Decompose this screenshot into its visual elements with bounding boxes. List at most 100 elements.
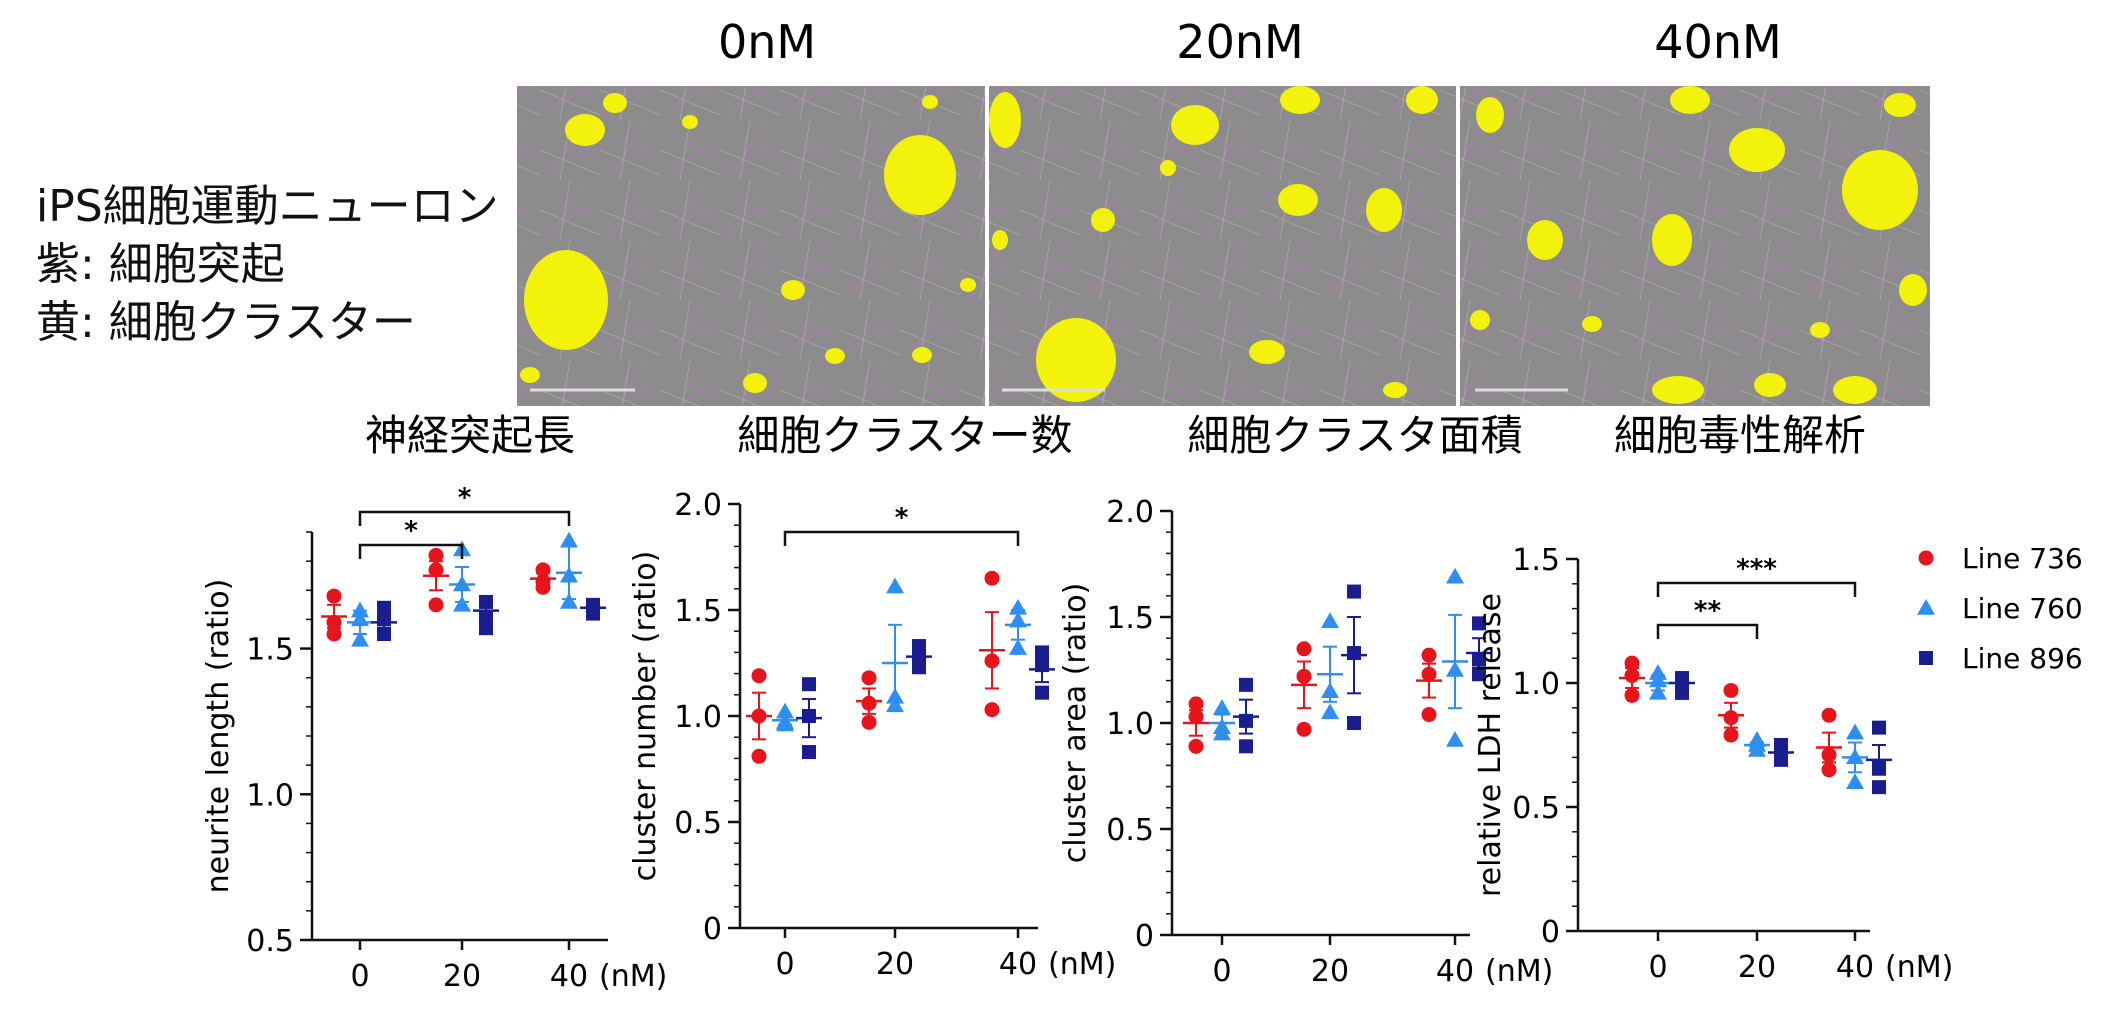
data-point	[1472, 616, 1486, 631]
y-tick-label: 0.5	[1106, 813, 1154, 848]
microscopy-image-0nM	[517, 86, 985, 406]
significance-bracket	[358, 543, 464, 559]
y-tick-label: 2.0	[1106, 495, 1154, 530]
data-point	[1821, 762, 1837, 778]
data-point	[1188, 696, 1204, 712]
data-point	[1035, 685, 1049, 700]
x-unit-label: (nM)	[1885, 950, 1953, 985]
y-tick-label: 0	[1541, 915, 1560, 950]
cell-type-label: iPS細胞運動ニューロン	[36, 181, 499, 232]
y-tick-label: 2.0	[674, 488, 722, 523]
x-tick-label: 40	[1436, 954, 1474, 989]
x-tick-label: 0	[775, 947, 794, 982]
x-tick-label: 20	[443, 959, 481, 994]
data-point	[1421, 707, 1437, 723]
data-point	[428, 547, 444, 563]
significance-bracket	[358, 510, 571, 526]
significance-label: *	[458, 483, 472, 513]
data-point	[1321, 612, 1339, 628]
y-tick-label: 1.0	[246, 778, 294, 813]
data-point	[1239, 677, 1253, 692]
significance-label: ***	[1736, 554, 1777, 584]
y-tick-label: 0	[703, 912, 722, 947]
data-point	[453, 595, 471, 612]
data-point	[1009, 639, 1027, 655]
data-point	[351, 601, 369, 618]
chart-title: 細胞クラスター数	[737, 411, 1072, 460]
data-point	[1296, 641, 1312, 657]
y-tick-label: 1.0	[1106, 707, 1154, 742]
yellow-legend-label: 黄: 細胞クラスター	[36, 297, 416, 348]
y-tick-label: 1.5	[674, 594, 722, 629]
x-unit-label: (nM)	[1485, 954, 1553, 989]
microscopy-image-20nM	[989, 86, 1456, 406]
data-point	[351, 630, 369, 647]
series-legend: Line 736 Line 760 Line 896	[1917, 542, 2083, 675]
data-point	[1213, 699, 1231, 715]
data-point	[1821, 707, 1837, 723]
data-point	[560, 531, 578, 548]
legend-label: Line 896	[1962, 642, 2083, 675]
data-point	[751, 748, 767, 764]
y-tick-label: 1.5	[246, 633, 294, 668]
data-point	[377, 600, 391, 615]
data-point	[1723, 682, 1739, 698]
data-point	[1624, 655, 1640, 671]
data-point	[1624, 687, 1640, 703]
data-point	[802, 677, 816, 692]
data-point	[1774, 738, 1788, 752]
data-point	[1846, 723, 1864, 740]
y-tick-label: 1.5	[1512, 543, 1560, 578]
x-tick-label: 20	[876, 947, 914, 982]
data-point	[861, 714, 877, 730]
data-point	[861, 670, 877, 686]
chart-title: 細胞クラスタ面積	[1187, 411, 1522, 460]
data-point	[1872, 720, 1886, 735]
y-axis-label: relative LDH release	[1473, 593, 1508, 897]
data-point	[1239, 739, 1253, 754]
data-point	[886, 577, 904, 594]
significance-bracket	[783, 530, 1020, 546]
purple-legend-label: 紫: 細胞突起	[36, 239, 285, 290]
x-tick-label: 20	[1311, 954, 1349, 989]
data-point	[479, 621, 493, 636]
y-axis-label: cluster number (ratio)	[628, 551, 663, 882]
y-axis-label: cluster area (ratio)	[1058, 583, 1093, 864]
microscopy-image-40nM	[1460, 86, 1930, 406]
chart-panel-3: 細胞クラスタ面積 0 0.5 1.0 1.5 2.0 cluster area (ratio…	[1058, 411, 1553, 989]
data-point	[1421, 647, 1437, 663]
data-point	[1446, 730, 1464, 747]
significance-label: *	[895, 503, 909, 533]
data-point	[1472, 667, 1486, 682]
chart-title: 細胞毒性解析	[1614, 411, 1866, 460]
y-tick-label: 0.5	[674, 806, 722, 841]
condition-header-40: 40nM	[1654, 15, 1781, 69]
chart-title: 神経突起長	[365, 411, 575, 460]
chart-panel-1: 神経突起長 0.5 1.0 1.5 neurite length (ratio) 0 20 4…	[201, 411, 667, 994]
significance-label: **	[1694, 596, 1722, 626]
data-point	[886, 696, 904, 713]
condition-header-20: 20nM	[1176, 15, 1303, 69]
data-point	[1296, 721, 1312, 737]
significance-bracket	[1656, 581, 1857, 597]
data-point	[1675, 685, 1689, 700]
x-tick-label: 40	[999, 947, 1037, 982]
data-point	[751, 668, 767, 684]
x-tick-label: 0	[350, 959, 369, 994]
data-point	[984, 702, 1000, 718]
legend-marker	[1917, 599, 1935, 615]
y-tick-label: 1.0	[1512, 667, 1560, 702]
y-tick-label: 0.5	[1512, 791, 1560, 826]
data-point	[984, 570, 1000, 586]
significance-bracket	[1656, 623, 1759, 639]
data-point	[1446, 567, 1464, 584]
data-point	[1347, 584, 1361, 599]
data-point	[776, 702, 794, 719]
data-point	[1321, 703, 1339, 720]
x-tick-label: 40	[1836, 950, 1874, 985]
x-tick-label: 0	[1648, 950, 1667, 985]
legend-marker	[1918, 550, 1934, 566]
data-point	[1649, 683, 1667, 700]
